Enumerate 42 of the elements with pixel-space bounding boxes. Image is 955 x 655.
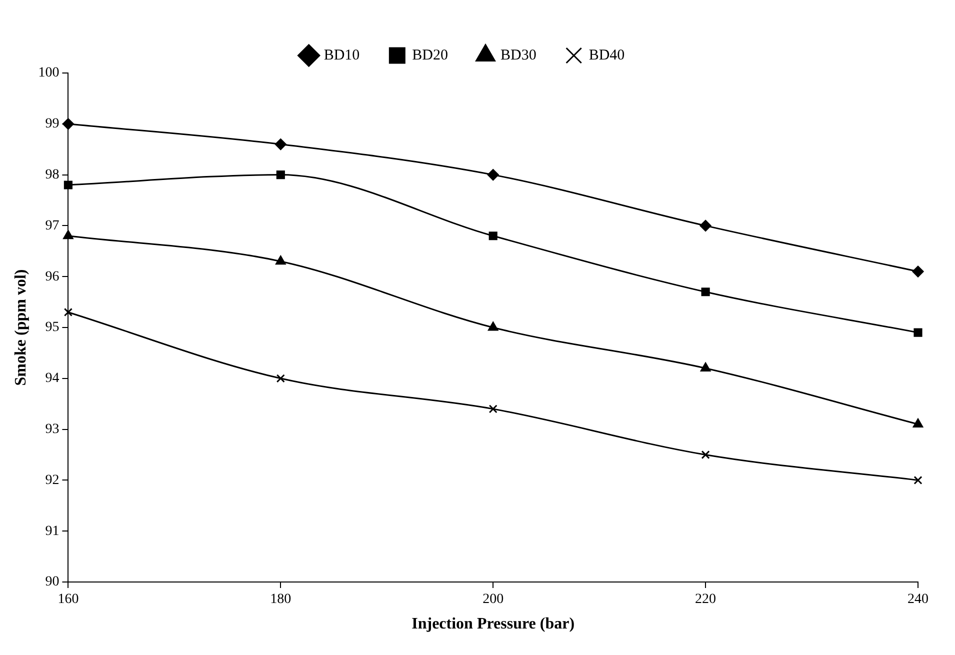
point [700, 220, 712, 232]
y-tick-label: 94 [45, 371, 60, 386]
legend-label: BD40 [588, 47, 625, 64]
point [701, 288, 710, 296]
point [488, 404, 498, 414]
y-tick-label: 97 [45, 218, 60, 234]
y-tick-label: 98 [45, 167, 60, 182]
point [276, 374, 285, 383]
legend-label: BD30 [500, 47, 536, 64]
point [912, 418, 924, 428]
y-tick-label: 92 [45, 472, 60, 488]
point [914, 328, 922, 337]
x-tick-label: 160 [58, 592, 79, 608]
legend-label: BD20 [412, 47, 448, 64]
y-tick-label: 90 [45, 574, 60, 590]
point [63, 230, 74, 240]
point [488, 232, 498, 240]
point [62, 118, 74, 130]
point [487, 169, 499, 181]
point [276, 170, 285, 180]
x-tick-label: 220 [695, 592, 716, 608]
point [276, 256, 286, 265]
y-tick-label: 99 [45, 116, 60, 132]
legend-label: BD10 [324, 47, 360, 64]
y-tick-label: 96 [45, 269, 60, 284]
point [274, 138, 286, 150]
x-tick-label: 180 [270, 592, 292, 608]
y-tick-label: 100 [38, 66, 60, 81]
point [701, 450, 710, 460]
point [914, 476, 922, 484]
y-tick-label: 91 [45, 524, 60, 539]
y-axis-title: Smoke (ppm vol) [12, 269, 30, 386]
point [488, 322, 498, 331]
x-tick-label: 240 [908, 592, 928, 608]
y-tick-label: 93 [45, 422, 60, 437]
point [700, 362, 711, 372]
point [912, 266, 924, 278]
y-tick-label: 95 [45, 320, 60, 336]
x-tick-label: 200 [482, 592, 504, 608]
point [64, 180, 72, 190]
x-axis-title: Injection Pressure (bar) [412, 616, 575, 633]
point [64, 308, 72, 317]
